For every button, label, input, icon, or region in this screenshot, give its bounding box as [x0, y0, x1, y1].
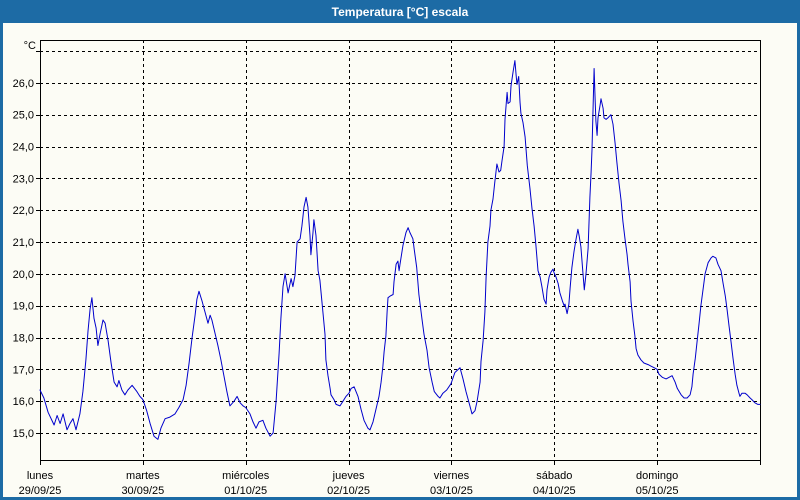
y-axis-label: 15,0 [13, 428, 34, 440]
x-axis-date-label: 01/10/25 [224, 485, 267, 497]
x-axis-day-label: domingo [636, 470, 678, 482]
x-axis-date-label: 02/10/25 [327, 485, 370, 497]
temperature-curve [39, 60, 761, 440]
y-axis-label: 26,0 [13, 78, 34, 90]
x-axis-date-label: 04/10/25 [533, 485, 576, 497]
y-axis-label: 21,0 [13, 237, 34, 249]
x-axis-day-label: lunes [27, 470, 54, 482]
x-axis-date-label: 29/09/25 [19, 485, 62, 497]
y-axis-label: 24,0 [13, 142, 34, 154]
x-axis-date-label: 03/10/25 [430, 485, 473, 497]
chart-title: Temperatura [°C] escala [331, 5, 469, 19]
x-axis-day-label: viernes [434, 470, 470, 482]
x-axis-day-label: sábado [536, 470, 572, 482]
y-axis-label: 22,0 [13, 205, 34, 217]
x-axis-date-label: 05/10/25 [636, 485, 679, 497]
x-axis-day-label: miércoles [222, 470, 270, 482]
y-axis-label: 18,0 [13, 333, 34, 345]
plot-border [40, 40, 761, 461]
y-axis-label: 17,0 [13, 364, 34, 376]
x-axis-day-label: jueves [332, 470, 365, 482]
y-axis-label: 16,0 [13, 396, 34, 408]
y-axis-label: 23,0 [13, 173, 34, 185]
title-bar: Temperatura [°C] escala [3, 3, 797, 23]
temperature-chart-svg: 15,0 16,0 17,0 18,0 19,0 20,0 21,0 22,0 23,0 24,0… [13, 40, 761, 497]
chart-area: 15,0 16,0 17,0 18,0 19,0 20,0 21,0 22,0 23,0 24,0… [3, 23, 797, 497]
x-axis-day-label: martes [126, 470, 160, 482]
y-axis-label: 20,0 [13, 269, 34, 281]
y-axis-label: 25,0 [13, 110, 34, 122]
x-axis-date-label: 30/09/25 [121, 485, 164, 497]
y-axis-unit-label: °C [24, 40, 36, 52]
y-axis-label: 19,0 [13, 301, 34, 313]
